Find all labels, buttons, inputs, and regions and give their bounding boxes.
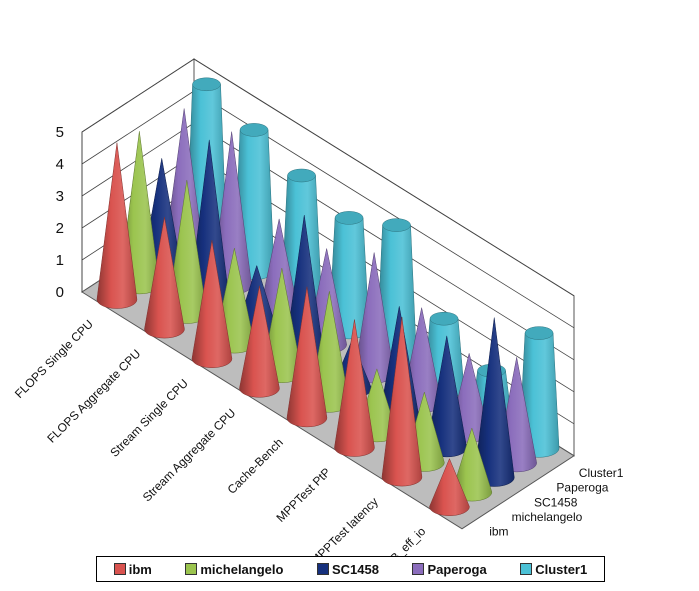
category-label: MPPTest PtP <box>273 465 333 525</box>
legend-swatch <box>316 563 329 575</box>
y-tick-label: 2 <box>56 220 64 237</box>
series-label: Cluster1 <box>579 466 624 480</box>
legend: ibm michelangelo SC1458 Paperoga Cluster1 <box>96 556 605 582</box>
legend-label: Paperoga <box>427 561 487 577</box>
chart-marks <box>96 77 560 516</box>
legend-swatch <box>185 563 198 575</box>
legend-label: Cluster1 <box>535 561 588 577</box>
legend-label: ibm <box>128 561 152 577</box>
series-label: michelangelo <box>512 510 583 524</box>
legend-label: SC1458 <box>331 561 379 577</box>
legend-swatch <box>412 563 425 575</box>
series-label: Paperoga <box>556 481 608 495</box>
y-axis-ticks: 0 1 2 3 4 5 <box>56 124 64 301</box>
cone-ibm-0 <box>96 142 138 309</box>
y-tick-label: 4 <box>56 156 64 173</box>
series-label: SC1458 <box>534 495 578 509</box>
y-tick-label: 1 <box>56 252 64 269</box>
cone-ibm-6 <box>381 317 423 487</box>
legend-item-michelangelo: michelangelo <box>185 562 283 577</box>
y-tick-label: 0 <box>56 284 64 301</box>
cone-ibm-3 <box>239 285 280 398</box>
cone-ibm-5 <box>334 319 375 457</box>
category-label: Stream Single CPU <box>107 376 190 459</box>
series-label: ibm <box>489 525 508 539</box>
cone-ibm-4 <box>286 286 328 428</box>
cone-ibm-7 <box>429 458 470 516</box>
legend-item-Paperoga: Paperoga <box>412 561 487 577</box>
gridline <box>81 58 575 297</box>
legend-item-SC1458: SC1458 <box>316 561 379 577</box>
category-label: Cache-Bench <box>225 435 286 496</box>
y-tick-label: 5 <box>56 124 64 141</box>
legend-swatch <box>113 563 126 575</box>
y-tick-label: 3 <box>56 188 64 205</box>
legend-item-Cluster1: Cluster1 <box>520 562 587 577</box>
cone-ibm-1 <box>144 217 185 339</box>
legend-label: michelangelo <box>200 561 284 577</box>
legend-item-ibm: ibm <box>113 561 152 577</box>
cone-ibm-2 <box>191 240 233 368</box>
category-label: FLOPS Single CPU <box>12 317 96 401</box>
legend-swatch <box>520 563 533 575</box>
